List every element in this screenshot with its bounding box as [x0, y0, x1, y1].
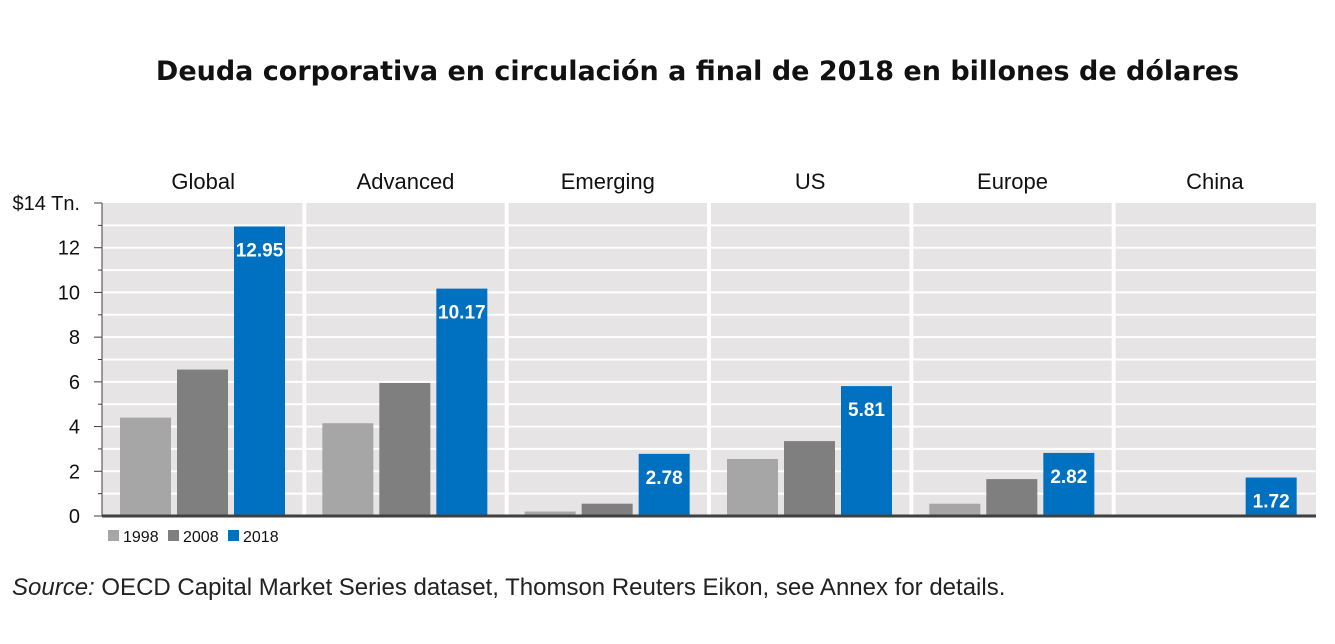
bar [524, 511, 576, 516]
panel-title: Global [171, 169, 235, 194]
bar [177, 369, 228, 516]
bar [379, 382, 431, 516]
panel-title: Europe [977, 169, 1048, 194]
bar [638, 453, 690, 516]
y-tick-label: 0 [69, 506, 80, 528]
bar [841, 386, 892, 516]
bars [120, 226, 1297, 516]
y-tick-label: 6 [69, 372, 80, 394]
data-labels: 12.95 10.17 2.78 5.81 2.82 1.72 [236, 240, 1290, 512]
chart-title: Deuda corporativa en circulación a final… [155, 56, 1240, 87]
data-label: 1.72 [1253, 492, 1290, 513]
y-tick-label: 2 [69, 461, 80, 483]
y-tick-label: 8 [69, 327, 80, 349]
data-label: 10.17 [438, 303, 486, 324]
bar [581, 503, 633, 516]
y-tick-label: $14 Tn. [13, 193, 80, 215]
panel-title: Emerging [561, 169, 655, 194]
data-label: 5.81 [848, 400, 885, 421]
y-tick-label: 4 [69, 417, 80, 439]
y-axis: 0 2 4 6 8 10 12 $14 Tn. [13, 193, 103, 528]
bar [234, 226, 285, 516]
legend-label: 2018 [243, 529, 279, 546]
data-label: 2.78 [646, 468, 683, 489]
data-label: 12.95 [236, 240, 284, 261]
bar [1043, 452, 1095, 516]
legend: 1998 2008 2018 [108, 529, 279, 546]
legend-swatch [228, 530, 239, 541]
legend-label: 1998 [123, 529, 159, 546]
legend-label: 2008 [183, 529, 219, 546]
legend-swatch [168, 530, 179, 541]
gridlines [102, 224, 1316, 495]
data-label: 2.82 [1050, 467, 1087, 488]
bar [929, 503, 981, 516]
bar [1245, 477, 1297, 516]
panel-title: Advanced [357, 169, 455, 194]
legend-swatch [108, 530, 119, 541]
bar [784, 441, 835, 516]
bar [727, 458, 778, 516]
panel-title: China [1186, 169, 1244, 194]
panel-title: US [795, 169, 826, 194]
y-tick-label: 10 [58, 282, 80, 304]
bar [986, 479, 1038, 516]
source-note: Source: OECD Capital Market Series datas… [12, 574, 1005, 602]
bar [120, 417, 171, 516]
source-text: OECD Capital Market Series dataset, Thom… [94, 574, 1006, 601]
bar [436, 288, 488, 516]
source-label: Source: [12, 574, 95, 601]
y-tick-label: 12 [58, 238, 80, 260]
panel-titles: Global Advanced Emerging US Europe China [171, 169, 1244, 194]
bar [322, 423, 374, 516]
